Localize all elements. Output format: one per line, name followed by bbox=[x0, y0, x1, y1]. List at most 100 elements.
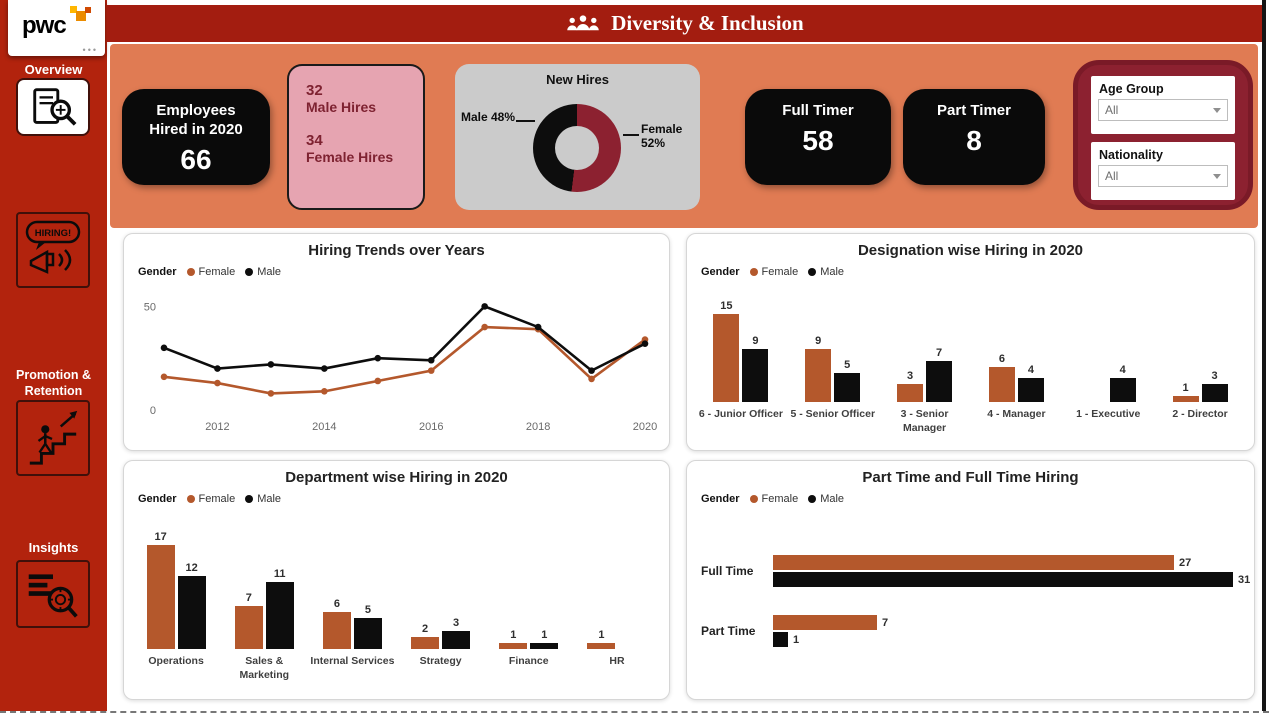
female-data-point[interactable] bbox=[374, 377, 382, 385]
female-bar[interactable] bbox=[805, 349, 832, 402]
male-bar[interactable] bbox=[773, 572, 1233, 587]
male-data-point[interactable] bbox=[481, 303, 488, 310]
department-bar-chart[interactable]: 17 12 Operations 7 11 Sales & Marketing 6 5 Inte… bbox=[132, 521, 661, 682]
female-bar[interactable] bbox=[587, 643, 616, 649]
male-line[interactable] bbox=[163, 304, 646, 373]
female-bar[interactable] bbox=[411, 637, 440, 649]
nationality-dropdown[interactable]: All bbox=[1098, 165, 1228, 187]
female-bar[interactable] bbox=[1172, 396, 1199, 402]
legend-item-male[interactable]: Male bbox=[808, 493, 844, 505]
female-data-point[interactable] bbox=[321, 388, 328, 395]
callout-line bbox=[623, 134, 639, 136]
female-data-point[interactable] bbox=[588, 375, 595, 383]
header: Diversity & Inclusion bbox=[107, 5, 1262, 42]
female-bar[interactable] bbox=[499, 643, 528, 649]
male-bar[interactable] bbox=[353, 618, 382, 649]
sidebar-item-insights[interactable] bbox=[16, 560, 90, 628]
bar-value-label: 7 bbox=[245, 592, 252, 604]
sidebar-item-overview-label[interactable]: Overview bbox=[24, 62, 83, 77]
female-data-point[interactable] bbox=[267, 390, 275, 397]
more-options-button[interactable]: ••• bbox=[82, 45, 98, 55]
bar-group: 1 1 Finance bbox=[485, 521, 573, 682]
bar-slot: 5 bbox=[834, 359, 861, 402]
male-data-point[interactable] bbox=[588, 367, 595, 374]
female-bar[interactable] bbox=[773, 615, 877, 630]
male-bar[interactable] bbox=[1109, 378, 1136, 402]
legend-item-male[interactable]: Male bbox=[245, 493, 281, 505]
male-hires-label: Male Hires bbox=[306, 99, 377, 115]
sidebar-item-promotion-label[interactable]: Promotion & Retention bbox=[16, 368, 91, 398]
age-group-dropdown[interactable]: All bbox=[1098, 99, 1228, 121]
legend-label: Male bbox=[257, 266, 282, 278]
female-bar[interactable] bbox=[322, 612, 351, 649]
bar-slot: 5 bbox=[353, 604, 382, 649]
parttime-fulltime-bar-chart[interactable]: Full Time 27 31 Part Time 7 1 bbox=[701, 553, 1250, 649]
male-bar[interactable] bbox=[530, 643, 559, 649]
hiring-trends-line-chart[interactable]: 0 50 2012 2014 2016 2018 2020 bbox=[130, 284, 665, 436]
chart-title: New Hires bbox=[546, 72, 609, 87]
male-data-point[interactable] bbox=[641, 340, 649, 347]
male-bar[interactable] bbox=[1017, 378, 1044, 402]
male-data-point[interactable] bbox=[534, 323, 542, 331]
male-bar[interactable] bbox=[442, 631, 471, 649]
female-data-point[interactable] bbox=[427, 367, 435, 374]
bar-value-label: 7 bbox=[882, 616, 889, 629]
sidebar-item-hiring[interactable]: HIRING! bbox=[16, 212, 90, 288]
category-label: Internal Services bbox=[310, 655, 395, 667]
bar-slot: 3 bbox=[1201, 370, 1228, 402]
chart-legend: Gender Female Male bbox=[138, 493, 281, 505]
male-data-point[interactable] bbox=[427, 356, 435, 364]
legend-item-female[interactable]: Female bbox=[749, 266, 798, 278]
sidebar-item-overview[interactable] bbox=[16, 78, 90, 136]
designation-bar-chart[interactable]: 15 9 6 - Junior Officer 9 5 5 - Senior Office… bbox=[695, 290, 1246, 435]
female-data-point[interactable] bbox=[214, 379, 221, 387]
male-data-point[interactable] bbox=[267, 361, 275, 368]
hiring-trends-panel: Hiring Trends over Years Gender Female Mal… bbox=[123, 233, 670, 451]
category-label: HR bbox=[609, 655, 625, 667]
female-data-point[interactable] bbox=[160, 373, 168, 381]
male-data-point[interactable] bbox=[374, 354, 382, 362]
legend-item-female[interactable]: Female bbox=[186, 266, 235, 278]
logo-square-yellow bbox=[70, 6, 77, 13]
male-bar[interactable] bbox=[773, 632, 788, 647]
legend-item-male[interactable]: Male bbox=[245, 266, 281, 278]
bar-value-label: 2 bbox=[422, 623, 429, 635]
axis-tick-label: 2016 bbox=[419, 421, 443, 433]
bar-slot: 4 bbox=[1109, 364, 1136, 402]
department-hiring-panel: Department wise Hiring in 2020 Gender Fem… bbox=[123, 460, 670, 700]
male-bar[interactable] bbox=[742, 349, 769, 402]
female-bar[interactable] bbox=[988, 367, 1015, 402]
legend-item-female[interactable]: Female bbox=[186, 493, 236, 505]
male-bar[interactable] bbox=[834, 373, 861, 402]
male-bar[interactable] bbox=[926, 361, 953, 402]
male-data-point[interactable] bbox=[160, 344, 168, 352]
female-bar[interactable] bbox=[773, 555, 1174, 570]
male-data-point[interactable] bbox=[321, 365, 328, 372]
female-bar[interactable] bbox=[234, 606, 263, 649]
chart-title: Part Time and Full Time Hiring bbox=[862, 469, 1079, 486]
category-label: Operations bbox=[148, 655, 204, 667]
sidebar-item-insights-label[interactable]: Insights bbox=[28, 540, 79, 555]
bar-slot: 17 bbox=[146, 531, 175, 649]
female-bar[interactable] bbox=[897, 384, 924, 402]
bar-group: 7 11 Sales & Marketing bbox=[220, 521, 308, 682]
female-bar[interactable] bbox=[146, 545, 175, 649]
legend-label: Female bbox=[198, 493, 236, 505]
male-data-point[interactable] bbox=[214, 365, 221, 372]
page-boundary-dashed-line bbox=[0, 711, 1269, 713]
legend-item-male[interactable]: Male bbox=[808, 266, 844, 278]
female-line[interactable] bbox=[163, 325, 646, 395]
female-data-point[interactable] bbox=[481, 323, 488, 331]
hbar-row: 1 bbox=[773, 632, 888, 647]
bar-value-label: 6 bbox=[998, 353, 1005, 365]
male-bar[interactable] bbox=[177, 576, 206, 649]
sidebar-item-promotion[interactable] bbox=[16, 400, 90, 476]
legend-item-female[interactable]: Female bbox=[749, 493, 798, 505]
male-bar[interactable] bbox=[265, 582, 294, 649]
category-label: Full Time bbox=[701, 564, 754, 578]
new-hires-donut-chart[interactable] bbox=[533, 104, 621, 192]
male-bar[interactable] bbox=[1201, 384, 1228, 402]
female-bar[interactable] bbox=[713, 314, 740, 402]
